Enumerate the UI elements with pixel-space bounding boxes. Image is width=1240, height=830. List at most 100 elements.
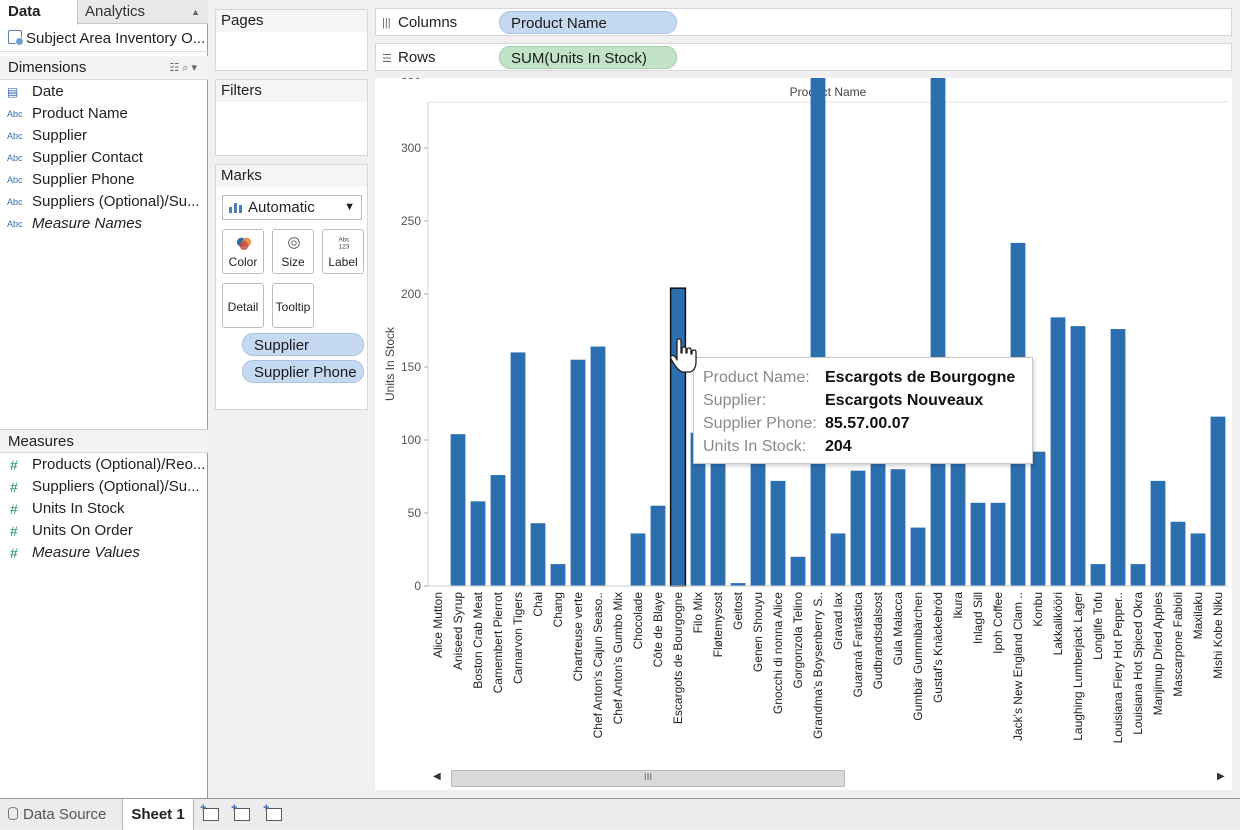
x-tick-label[interactable]: Gnocchi di nonna Alice xyxy=(771,592,785,714)
x-tick-label[interactable]: Gustaf's Knäckebröd xyxy=(931,592,945,703)
scroll-left-icon[interactable]: ◀ xyxy=(433,771,441,782)
x-tick-label[interactable]: Maxilaku xyxy=(1191,592,1205,639)
x-tick-label[interactable]: Laughing Lumberjack Lager xyxy=(1071,592,1085,741)
field-item[interactable]: # Units In Stock xyxy=(0,498,208,520)
bar[interactable] xyxy=(450,434,466,586)
x-tick-label[interactable]: Gula Malacca xyxy=(891,592,905,666)
bar[interactable] xyxy=(770,480,786,586)
x-tick-label[interactable]: Gravad lax xyxy=(831,592,845,650)
field-item[interactable]: # Suppliers (Optional)/Su... xyxy=(0,476,208,498)
filters-card[interactable]: Filters xyxy=(215,79,368,156)
scroll-right-icon[interactable]: ▶ xyxy=(1217,771,1225,782)
bar[interactable] xyxy=(490,475,506,586)
x-tick-label[interactable]: Chef Anton's Gumbo Mix xyxy=(611,592,625,724)
x-tick-label[interactable]: Manjimup Dried Apples xyxy=(1151,592,1165,715)
data-source-item[interactable]: Subject Area Inventory O... xyxy=(0,26,208,52)
x-tick-label[interactable]: Louisiana Hot Spiced Okra xyxy=(1131,592,1145,735)
tab-data[interactable]: Data xyxy=(0,0,78,25)
size-button[interactable]: Size xyxy=(272,229,314,274)
x-tick-label[interactable]: Genen Shouyu xyxy=(751,592,765,672)
x-tick-label[interactable]: Jack's New England Clam .. xyxy=(1011,592,1025,741)
x-tick-label[interactable]: Inlagd Sill xyxy=(971,592,985,644)
bar[interactable] xyxy=(590,346,606,586)
x-tick-label[interactable]: Grandma's Boysenberry S.. xyxy=(811,592,825,739)
x-tick-label[interactable]: Alice Mutton xyxy=(431,592,445,658)
tab-scroll-icon[interactable]: ▲ xyxy=(191,7,200,17)
x-tick-label[interactable]: Gudbrandsdalsost xyxy=(871,591,885,689)
x-tick-label[interactable]: Konbu xyxy=(1031,592,1045,627)
new-dashboard-icon[interactable] xyxy=(231,802,250,821)
search-icon[interactable]: ⌕ xyxy=(182,62,192,74)
bar[interactable] xyxy=(1030,451,1046,586)
bar[interactable] xyxy=(970,502,986,586)
bar[interactable] xyxy=(669,287,687,587)
view-list-icon[interactable]: ☷ xyxy=(169,62,183,74)
bar[interactable] xyxy=(830,533,846,586)
x-tick-label[interactable]: Guaraná Fantástica xyxy=(851,592,865,698)
x-tick-label[interactable]: Chartreuse verte xyxy=(571,592,585,682)
x-tick-label[interactable]: Ikura xyxy=(951,592,965,619)
bar[interactable] xyxy=(570,359,586,586)
x-tick-label[interactable]: Aniseed Syrup xyxy=(451,592,465,670)
columns-shelf[interactable]: ||| Columns Product Name xyxy=(375,8,1232,36)
bar[interactable] xyxy=(550,564,566,586)
marks-pill-supplier-phone[interactable]: Supplier Phone xyxy=(242,360,364,383)
x-tick-label[interactable]: Côte de Blaye xyxy=(651,592,665,668)
bar[interactable] xyxy=(930,78,946,587)
field-item[interactable]: Abc Supplier xyxy=(0,125,208,147)
bar[interactable] xyxy=(1190,533,1206,586)
bar[interactable] xyxy=(790,556,806,586)
bar[interactable] xyxy=(990,502,1006,586)
bar[interactable] xyxy=(1050,317,1066,586)
bar[interactable] xyxy=(630,533,646,586)
bar[interactable] xyxy=(850,470,866,586)
bar[interactable] xyxy=(950,456,966,586)
tab-sheet-1[interactable]: Sheet 1 xyxy=(122,799,194,830)
bar[interactable] xyxy=(650,505,666,586)
x-tick-label[interactable]: Chocolade xyxy=(631,592,645,650)
x-tick-label[interactable]: Lakkalikööri xyxy=(1051,592,1065,655)
bar[interactable] xyxy=(750,450,766,586)
field-item[interactable]: Abc Measure Names xyxy=(0,213,208,235)
rows-shelf[interactable]: ☰ Rows SUM(Units In Stock) xyxy=(375,43,1232,71)
x-tick-label[interactable]: Gorgonzola Telino xyxy=(791,592,805,689)
viz-area[interactable]: Product Name 0 50 100 150 200 250 300 350 Units I… xyxy=(375,78,1232,768)
field-item[interactable]: Abc Supplier Contact xyxy=(0,147,208,169)
field-item[interactable]: # Measure Values xyxy=(0,542,208,564)
bar[interactable] xyxy=(530,523,546,586)
x-tick-label[interactable]: Camembert Pierrot xyxy=(491,591,505,693)
bar[interactable] xyxy=(510,352,526,586)
x-tick-label[interactable]: Longlife Tofu xyxy=(1091,592,1105,660)
label-button[interactable]: Abc 123 Label xyxy=(322,229,364,274)
bar[interactable] xyxy=(910,527,926,586)
field-item[interactable]: Abc Suppliers (Optional)/Su... xyxy=(0,191,208,213)
tab-data-source[interactable]: Data Source xyxy=(0,799,120,830)
horizontal-scrollbar[interactable]: ◀ III ▶ xyxy=(375,768,1232,790)
x-tick-label[interactable]: Boston Crab Meat xyxy=(471,591,485,688)
bar[interactable] xyxy=(1070,326,1086,586)
bar[interactable] xyxy=(810,78,826,587)
bar[interactable] xyxy=(710,456,726,586)
x-tick-label[interactable]: Gumbär Gummibärchen xyxy=(911,592,925,721)
columns-pill-product-name[interactable]: Product Name xyxy=(499,11,677,34)
new-worksheet-icon[interactable] xyxy=(200,802,219,821)
bar[interactable] xyxy=(1110,329,1126,586)
x-tick-label[interactable]: Mascarpone Fabioli xyxy=(1171,592,1185,697)
bar[interactable] xyxy=(1090,564,1106,586)
pages-card[interactable]: Pages xyxy=(215,9,368,71)
tab-analytics[interactable]: Analytics ▲ xyxy=(78,0,208,24)
dropdown-icon[interactable]: ▾ xyxy=(191,62,200,74)
tooltip-button[interactable]: Tooltip xyxy=(272,283,314,328)
scroll-thumb[interactable]: III xyxy=(451,770,845,787)
x-tick-label[interactable]: Chai xyxy=(531,592,545,617)
bar[interactable] xyxy=(470,501,486,586)
new-story-icon[interactable] xyxy=(263,802,282,821)
field-item[interactable]: Abc Supplier Phone xyxy=(0,169,208,191)
x-tick-label[interactable]: Chef Anton's Cajun Seaso.. xyxy=(591,592,605,738)
x-tick-label[interactable]: Carnarvon Tigers xyxy=(511,592,525,684)
bar[interactable] xyxy=(870,435,886,586)
x-tick-label[interactable]: Chang xyxy=(551,592,565,627)
marks-pill-supplier[interactable]: Supplier xyxy=(242,333,364,356)
bar[interactable] xyxy=(1150,480,1166,586)
bar[interactable] xyxy=(730,583,746,586)
